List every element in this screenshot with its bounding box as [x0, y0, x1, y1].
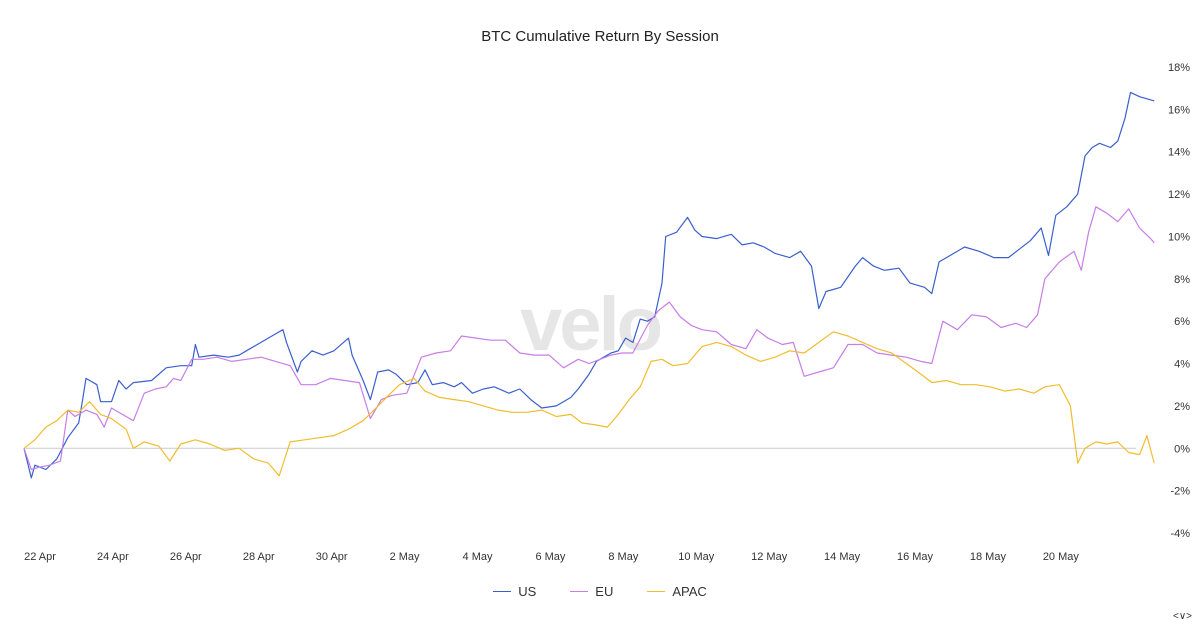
y-tick-label: -2%: [1170, 486, 1190, 498]
legend-swatch: [493, 591, 512, 592]
x-tick-label: 8 May: [608, 551, 638, 563]
x-tick-label: 22 Apr: [24, 551, 56, 563]
x-tick-label: 18 May: [970, 551, 1007, 563]
x-tick-label: 24 Apr: [97, 551, 129, 563]
legend-label: APAC: [672, 584, 707, 599]
x-tick-label: 10 May: [678, 551, 715, 563]
chart-title: BTC Cumulative Return By Session: [481, 28, 719, 45]
x-tick-label: 28 Apr: [243, 551, 275, 563]
series-line-eu: [23, 206, 1155, 471]
y-tick-label: 6%: [1174, 316, 1190, 328]
y-tick-label: 14%: [1168, 147, 1190, 159]
x-axis: 22 Apr 24 Apr 26 Apr 28 Apr 30 Apr 2 May 4 May…: [24, 551, 1079, 563]
legend-item-apac[interactable]: APAC: [647, 584, 707, 599]
x-tick-label: 2 May: [390, 551, 420, 563]
chevron-nav-icon[interactable]: <∨>: [1173, 611, 1192, 622]
y-tick-label: 18%: [1168, 62, 1190, 74]
legend-item-us[interactable]: US: [493, 584, 536, 599]
y-tick-label: 4%: [1174, 359, 1190, 371]
y-tick-label: -4%: [1170, 528, 1190, 540]
y-tick-label: 0%: [1174, 443, 1190, 455]
x-tick-label: 6 May: [535, 551, 565, 563]
y-tick-label: 8%: [1174, 274, 1190, 286]
legend-swatch: [647, 591, 666, 592]
series-line-apac: [23, 331, 1155, 477]
x-tick-label: 30 Apr: [316, 551, 348, 563]
x-tick-label: 26 Apr: [170, 551, 202, 563]
legend-label: US: [518, 584, 537, 599]
series-line-us: [23, 91, 1155, 479]
svg-text:velo: velo: [520, 282, 661, 367]
legend-item-eu[interactable]: EU: [570, 584, 613, 599]
legend: US EU APAC: [0, 584, 1200, 599]
y-tick-label: 10%: [1168, 231, 1190, 243]
x-tick-label: 14 May: [824, 551, 861, 563]
legend-label: EU: [595, 584, 614, 599]
y-tick-label: 12%: [1168, 189, 1190, 201]
x-tick-label: 16 May: [897, 551, 934, 563]
x-tick-label: 12 May: [751, 551, 788, 563]
watermark: velo: [520, 282, 664, 367]
y-axis: 18% 16% 14% 12% 10% 8% 6% 4% 2% 0% -2% -4%: [1168, 62, 1190, 540]
y-tick-label: 16%: [1168, 104, 1190, 116]
series-lines: [23, 91, 1155, 479]
legend-swatch: [570, 591, 589, 592]
y-tick-label: 2%: [1174, 401, 1190, 413]
x-tick-label: 20 May: [1043, 551, 1080, 563]
x-tick-label: 4 May: [463, 551, 493, 563]
